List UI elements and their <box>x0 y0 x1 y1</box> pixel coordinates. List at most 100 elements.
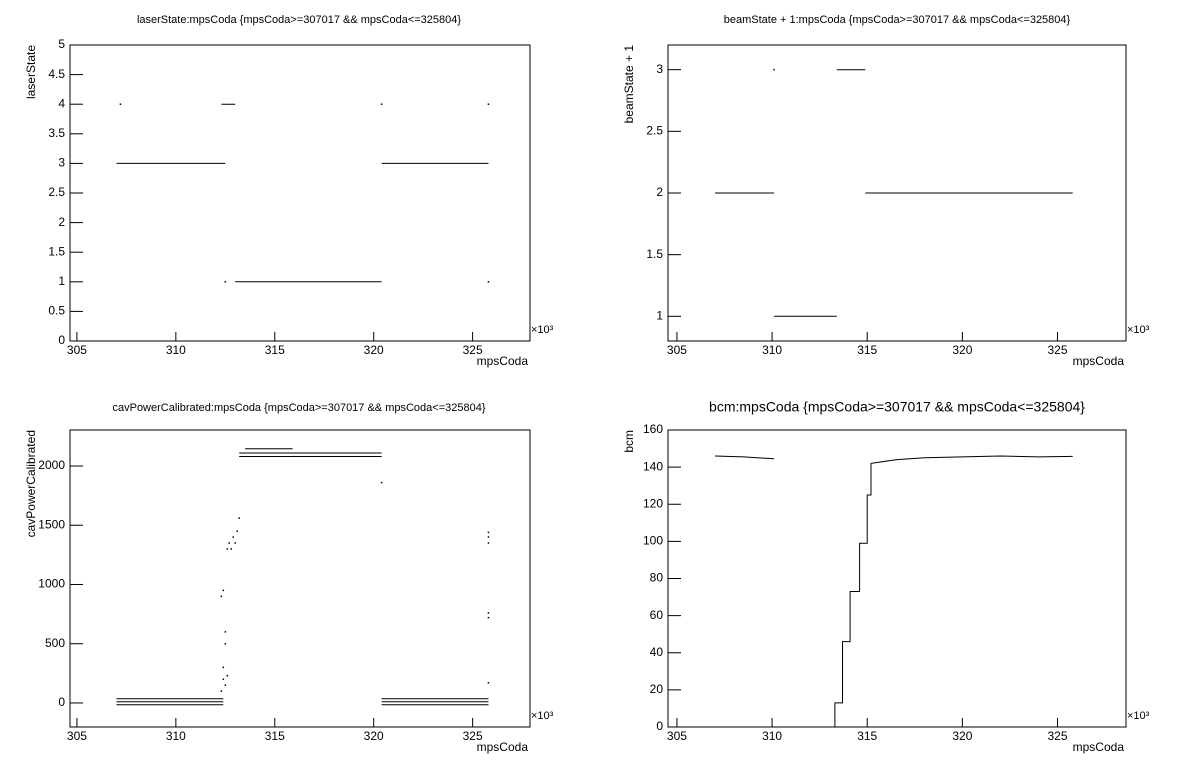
data-point <box>238 517 240 519</box>
x-tick-label: 305 <box>67 729 87 743</box>
x-tick-label: 315 <box>265 729 285 743</box>
data-point <box>380 481 383 484</box>
x-tick-label: 310 <box>762 343 782 357</box>
x-tick-label: 320 <box>952 343 972 357</box>
plot-frame <box>69 429 531 728</box>
y-tick-label: 500 <box>45 636 65 650</box>
data-point <box>487 531 490 534</box>
data-line <box>714 455 1073 727</box>
data-point <box>224 281 227 283</box>
x-exponent: ×10³ <box>531 710 554 722</box>
x-exponent: ×10³ <box>531 324 554 336</box>
x-tick-label: 315 <box>857 343 877 357</box>
y-tick-label: 2.5 <box>646 124 663 138</box>
y-tick-label: 60 <box>650 608 664 622</box>
chart-title: laserState:mpsCoda {mpsCoda>=307017 && m… <box>137 14 461 26</box>
y-tick-label: 140 <box>643 459 663 473</box>
y-tick-label: 2000 <box>38 458 65 472</box>
y-tick-label: 1.5 <box>646 247 663 261</box>
x-tick-label: 310 <box>762 729 782 743</box>
chart-title: cavPowerCalibrated:mpsCoda {mpsCoda>=307… <box>112 402 485 414</box>
y-tick-label: 2.5 <box>48 185 65 199</box>
data-point <box>380 103 383 105</box>
x-tick-label: 325 <box>1047 729 1067 743</box>
x-tick-label: 325 <box>463 343 483 357</box>
plot-frame <box>69 44 531 342</box>
y-axis-title: bcm <box>622 430 636 453</box>
data-point <box>222 666 225 669</box>
data-point <box>230 548 232 550</box>
data-point <box>487 612 490 614</box>
chart-title: bcm:mpsCoda {mpsCoda>=307017 && mpsCoda<… <box>709 399 1085 415</box>
data-line <box>116 103 489 283</box>
y-tick-label: 0 <box>58 695 65 709</box>
x-tick-label: 305 <box>667 729 687 743</box>
y-tick-label: 5 <box>58 37 65 51</box>
y-tick-label: 3 <box>656 62 663 76</box>
y-axis-title: beamState + 1 <box>622 45 636 124</box>
y-tick-label: 120 <box>643 496 663 510</box>
x-tick-label: 320 <box>952 729 972 743</box>
x-tick-label: 305 <box>67 343 87 357</box>
data-point <box>487 542 490 544</box>
data-point <box>226 548 229 550</box>
x-tick-label: 325 <box>1047 343 1067 357</box>
data-point <box>236 530 238 532</box>
y-tick-label: 20 <box>650 682 664 696</box>
data-point <box>119 103 122 105</box>
data-point <box>487 616 490 619</box>
data-point <box>487 103 490 105</box>
data-point <box>234 542 236 544</box>
x-axis-title: mpsCoda <box>477 740 529 754</box>
y-tick-label: 1 <box>58 274 65 288</box>
x-axis-title: mpsCoda <box>1073 354 1125 368</box>
y-tick-label: 1.5 <box>48 244 65 258</box>
y-axis-title: cavPowerCalibrated <box>24 430 38 537</box>
y-tick-label: 0.5 <box>48 304 65 318</box>
x-tick-label: 310 <box>166 729 186 743</box>
data-point <box>487 682 490 684</box>
data-point <box>224 631 227 633</box>
y-tick-label: 40 <box>650 645 664 659</box>
x-exponent: ×10³ <box>1127 324 1150 336</box>
y-tick-label: 4 <box>58 96 65 110</box>
data-point <box>222 678 225 681</box>
y-axis-title: laserState <box>24 45 38 99</box>
chart-title: beamState + 1:mpsCoda {mpsCoda>=307017 &… <box>724 14 1071 26</box>
x-tick-label: 325 <box>463 729 483 743</box>
data-point <box>228 542 231 544</box>
x-axis-title: mpsCoda <box>477 354 529 368</box>
x-tick-label: 320 <box>364 343 384 357</box>
y-tick-label: 160 <box>643 422 663 436</box>
data-point <box>232 536 234 538</box>
y-tick-label: 1500 <box>38 517 65 531</box>
x-tick-label: 320 <box>364 729 384 743</box>
y-tick-label: 0 <box>656 719 663 733</box>
y-tick-label: 100 <box>643 534 663 548</box>
data-point <box>487 536 490 538</box>
data-point <box>220 690 223 692</box>
data-point <box>773 68 775 71</box>
x-tick-label: 305 <box>667 343 687 357</box>
data-point <box>224 684 227 686</box>
y-tick-label: 4.5 <box>48 67 65 81</box>
data-point <box>222 589 225 592</box>
data-point <box>224 642 227 645</box>
x-tick-label: 315 <box>857 729 877 743</box>
data-line <box>116 448 489 706</box>
y-tick-label: 2 <box>656 185 663 199</box>
data-point <box>220 595 223 598</box>
x-tick-label: 315 <box>265 343 285 357</box>
plot-frame <box>667 429 1127 728</box>
x-exponent: ×10³ <box>1127 710 1150 722</box>
y-tick-label: 1 <box>656 309 663 323</box>
x-axis-title: mpsCoda <box>1073 740 1125 754</box>
y-tick-label: 2 <box>58 215 65 229</box>
data-point <box>487 281 490 283</box>
x-tick-label: 310 <box>166 343 186 357</box>
data-line <box>715 69 1073 317</box>
y-tick-label: 80 <box>650 571 664 585</box>
y-tick-label: 3 <box>58 156 65 170</box>
y-tick-label: 3.5 <box>48 126 65 140</box>
